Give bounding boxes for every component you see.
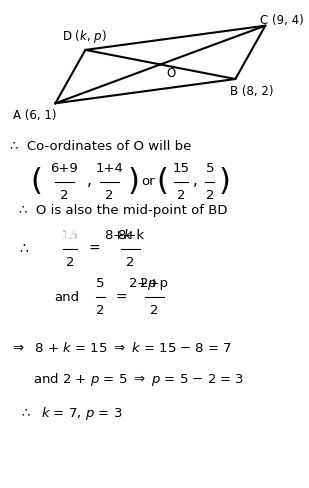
- Text: and 2 + $p$ = 5 $\Rightarrow$ $p$ = 5 $-$ 2 = 3: and 2 + $p$ = 5 $\Rightarrow$ $p$ = 5 $-…: [33, 371, 244, 388]
- Text: ): ): [127, 167, 139, 196]
- Text: 1+4: 1+4: [95, 162, 123, 175]
- Text: 2+p: 2+p: [140, 277, 168, 290]
- Text: 8+$k$: 8+$k$: [104, 228, 133, 242]
- Text: ): ): [219, 167, 231, 196]
- Text: $\therefore$  $k$ = 7, $p$ = 3: $\therefore$ $k$ = 7, $p$ = 3: [19, 406, 123, 422]
- Text: =: =: [89, 242, 100, 256]
- Text: C (9, 4): C (9, 4): [260, 14, 304, 27]
- Text: (: (: [156, 167, 168, 196]
- Text: 2: 2: [177, 189, 186, 202]
- Text: 6+9: 6+9: [50, 162, 78, 175]
- Text: 2: 2: [150, 305, 159, 318]
- Text: and: and: [54, 291, 79, 304]
- Text: 5: 5: [205, 162, 214, 175]
- Text: ,: ,: [87, 173, 91, 188]
- Text: ∴  Co-ordinates of O will be: ∴ Co-ordinates of O will be: [11, 141, 192, 153]
- Text: 2: 2: [126, 256, 135, 269]
- Text: D ($k$, $p$): D ($k$, $p$): [61, 28, 106, 45]
- Text: 2: 2: [96, 305, 105, 318]
- Text: 8+k: 8+k: [117, 229, 144, 242]
- Text: or: or: [142, 175, 155, 188]
- Text: =: =: [116, 290, 127, 305]
- Text: 15: 15: [62, 229, 79, 242]
- Text: 5: 5: [96, 277, 105, 290]
- Text: ∴: ∴: [19, 242, 28, 256]
- Text: 2: 2: [105, 189, 114, 202]
- Text: B (8, 2): B (8, 2): [230, 84, 273, 98]
- Text: O: O: [166, 67, 176, 80]
- Text: 2+$p$: 2+$p$: [128, 276, 157, 292]
- Text: ∴  O is also the mid-point of BD: ∴ O is also the mid-point of BD: [19, 203, 228, 217]
- Text: 2: 2: [66, 256, 74, 269]
- Text: 15: 15: [173, 162, 190, 175]
- Text: $\Rightarrow$  8 + $k$ = 15 $\Rightarrow$ $k$ = 15 $-$ 8 = 7: $\Rightarrow$ 8 + $k$ = 15 $\Rightarrow$…: [11, 341, 233, 355]
- Text: (: (: [30, 167, 42, 196]
- Text: 15: 15: [62, 229, 79, 242]
- Text: A (6, 1): A (6, 1): [13, 109, 56, 122]
- Text: 2: 2: [60, 189, 69, 202]
- Text: 2: 2: [205, 189, 214, 202]
- Text: ,: ,: [193, 173, 198, 188]
